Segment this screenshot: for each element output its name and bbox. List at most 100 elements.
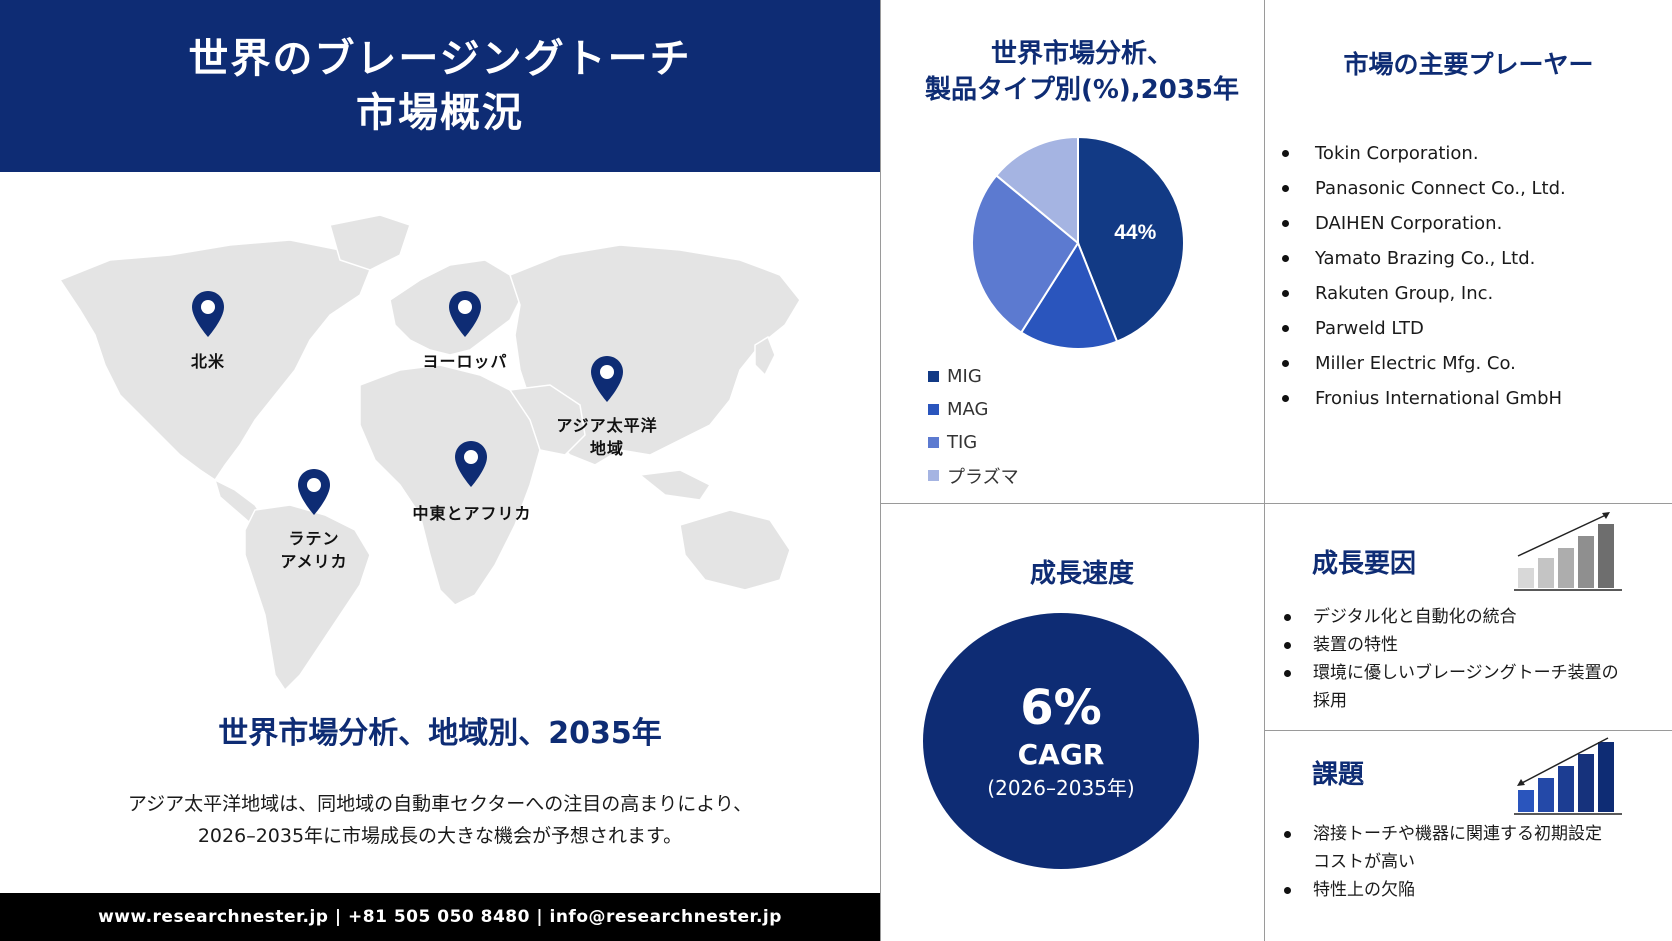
challenge-text: コストが高い bbox=[1313, 852, 1415, 872]
pie-chart-svg: 44% bbox=[971, 135, 1185, 350]
driver-text: 装置の特性 bbox=[1313, 635, 1398, 655]
pin-label-asia-pacific: アジア太平洋 地域 bbox=[545, 414, 669, 460]
bullet-icon bbox=[1282, 220, 1289, 227]
product-type-title-line2: 製品タイプ別(%),2035年 bbox=[924, 75, 1240, 105]
legend-swatch-plasma bbox=[928, 470, 939, 481]
legend-swatch-mig bbox=[928, 371, 939, 382]
region-analysis-description: アジア太平洋地域は、同地域の自動車セクターへの注目の高まりにより、 2026–2… bbox=[0, 788, 880, 852]
bullet-icon bbox=[1284, 642, 1291, 649]
legend-item-mag: MAG bbox=[928, 393, 1019, 426]
pin-label-asia-pacific-line2: 地域 bbox=[589, 439, 624, 458]
bullet-icon bbox=[1282, 395, 1289, 402]
challenges-list: 溶接トーチや機器に関連する初期設定 コストが高い 特性上の欠陥 bbox=[1284, 820, 1602, 904]
left-panel: 世界のブレージングトーチ 市場概況 bbox=[0, 0, 880, 941]
player-name: Yamato Brazing Co., Ltd. bbox=[1315, 248, 1536, 269]
list-item: Rakuten Group, Inc. bbox=[1282, 276, 1566, 311]
list-item: Fronius International GmbH bbox=[1282, 381, 1566, 416]
cagr-period: (2026–2035年) bbox=[987, 776, 1135, 800]
product-type-title: 世界市場分析、 製品タイプ別(%),2035年 bbox=[882, 36, 1282, 108]
pie-slice-2 bbox=[971, 174, 1080, 334]
cagr-label: CAGR bbox=[1017, 738, 1105, 771]
pie-slice-0 bbox=[1077, 135, 1185, 343]
player-name: Parweld LTD bbox=[1315, 318, 1424, 339]
bullet-icon bbox=[1284, 887, 1291, 894]
bullet-icon bbox=[1282, 290, 1289, 297]
legend-item-plasma: プラズマ bbox=[928, 459, 1019, 492]
legend-label-mig: MIG bbox=[947, 366, 982, 387]
location-pin-icon bbox=[449, 291, 481, 337]
divider-horizontal-middle bbox=[880, 503, 1672, 504]
list-item: Panasonic Connect Co., Ltd. bbox=[1282, 171, 1566, 206]
driver-text: 採用 bbox=[1313, 691, 1347, 711]
pin-label-latin-america-line2: アメリカ bbox=[280, 552, 348, 571]
page-title-line2: 市場概況 bbox=[356, 90, 524, 136]
driver-text: 環境に優しいブレージングトーチ装置の bbox=[1313, 663, 1619, 683]
player-name: DAIHEN Corporation. bbox=[1315, 213, 1503, 234]
location-pin-icon bbox=[455, 441, 487, 487]
list-item: 採用 bbox=[1284, 687, 1619, 715]
growth-drivers-list: デジタル化と自動化の統合 装置の特性 環境に優しいブレージングトーチ装置の 採用 bbox=[1284, 603, 1619, 715]
key-players-title: 市場の主要プレーヤー bbox=[1343, 50, 1594, 79]
location-pin-icon bbox=[591, 356, 623, 402]
list-item: 装置の特性 bbox=[1284, 631, 1619, 659]
product-type-title-line1: 世界市場分析、 bbox=[990, 39, 1173, 69]
pie-legend: MIG MAG TIG プラズマ bbox=[928, 360, 1019, 492]
list-item: デジタル化と自動化の統合 bbox=[1284, 603, 1619, 631]
world-map bbox=[40, 205, 830, 695]
footer-contact: www.researchnester.jp | +81 505 050 8480… bbox=[0, 893, 880, 941]
bullet-icon bbox=[1284, 831, 1291, 838]
title-banner: 世界のブレージングトーチ 市場概況 bbox=[0, 0, 880, 172]
player-name: Fronius International GmbH bbox=[1315, 388, 1563, 409]
challenge-text: 溶接トーチや機器に関連する初期設定 bbox=[1313, 824, 1602, 844]
pin-label-latin-america: ラテン アメリカ bbox=[266, 527, 362, 573]
legend-label-plasma: プラズマ bbox=[947, 466, 1019, 488]
pin-label-north-america: 北米 bbox=[190, 352, 225, 371]
bullet-icon bbox=[1282, 360, 1289, 367]
bullet-icon bbox=[1282, 185, 1289, 192]
divider-vertical-main bbox=[880, 0, 881, 941]
driver-text: デジタル化と自動化の統合 bbox=[1313, 607, 1517, 627]
pin-label-europe: ヨーロッパ bbox=[422, 352, 508, 371]
list-item: 環境に優しいブレージングトーチ装置の bbox=[1284, 659, 1619, 687]
pin-label-asia-pacific-line1: アジア太平洋 bbox=[556, 416, 658, 435]
region-description-line2: 2026–2035年に市場成長の大きな機会が予想されます。 bbox=[197, 825, 683, 847]
divider-vertical-right bbox=[1264, 0, 1265, 941]
bullet-icon bbox=[1282, 255, 1289, 262]
legend-item-mig: MIG bbox=[928, 360, 1019, 393]
legend-label-mag: MAG bbox=[947, 399, 989, 420]
list-item: DAIHEN Corporation. bbox=[1282, 206, 1566, 241]
list-item: Tokin Corporation. bbox=[1282, 136, 1566, 171]
list-item: Yamato Brazing Co., Ltd. bbox=[1282, 241, 1566, 276]
region-description-line1: アジア太平洋地域は、同地域の自動車セクターへの注目の高まりにより、 bbox=[127, 793, 753, 815]
player-name: Rakuten Group, Inc. bbox=[1315, 283, 1494, 304]
page-title-line1: 世界のブレージングトーチ bbox=[188, 36, 692, 82]
bullet-icon bbox=[1284, 670, 1291, 677]
product-type-pie-chart: 44% bbox=[968, 133, 1188, 353]
pie-slice-3 bbox=[994, 135, 1079, 246]
list-item: コストが高い bbox=[1284, 848, 1602, 876]
bar-chart-up-icon bbox=[1514, 512, 1622, 591]
region-analysis-heading: 世界市場分析、地域別、2035年 bbox=[218, 716, 662, 751]
pie-slice-1 bbox=[1019, 240, 1119, 350]
legend-swatch-tig bbox=[928, 437, 939, 448]
challenge-text: 特性上の欠陥 bbox=[1313, 880, 1415, 900]
cagr-value: 6% bbox=[1020, 680, 1102, 736]
key-players-list: Tokin Corporation. Panasonic Connect Co.… bbox=[1282, 136, 1566, 416]
bar-chart-down-icon bbox=[1514, 737, 1622, 815]
legend-item-tig: TIG bbox=[928, 426, 1019, 459]
location-pin-icon bbox=[298, 469, 330, 515]
pin-label-middle-east-africa: 中東とアフリカ bbox=[412, 504, 532, 523]
legend-swatch-mag bbox=[928, 404, 939, 415]
list-item: Parweld LTD bbox=[1282, 311, 1566, 346]
challenges-title: 課題 bbox=[1312, 760, 1365, 790]
bullet-icon bbox=[1284, 614, 1291, 621]
player-name: Panasonic Connect Co., Ltd. bbox=[1315, 178, 1566, 199]
pin-label-latin-america-line1: ラテン bbox=[288, 529, 340, 548]
bullet-icon bbox=[1282, 325, 1289, 332]
bullet-icon bbox=[1282, 150, 1289, 157]
player-name: Tokin Corporation. bbox=[1315, 143, 1479, 164]
list-item: 溶接トーチや機器に関連する初期設定 bbox=[1284, 820, 1602, 848]
legend-label-tig: TIG bbox=[947, 432, 978, 453]
divider-horizontal-right bbox=[1264, 730, 1672, 731]
growth-rate-title: 成長速度 bbox=[1029, 559, 1134, 589]
